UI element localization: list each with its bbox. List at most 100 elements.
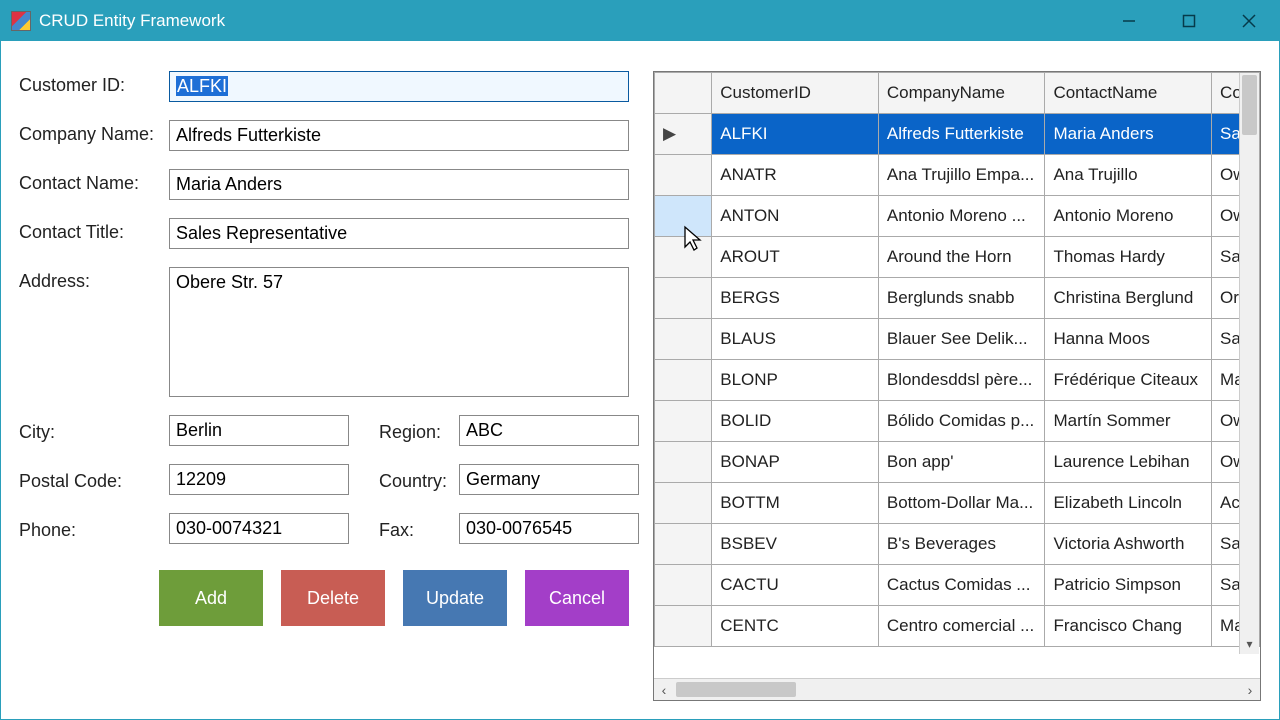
input-address[interactable]: Obere Str. 57: [169, 267, 629, 397]
input-fax[interactable]: [459, 513, 639, 544]
scroll-left-icon[interactable]: ‹: [654, 679, 674, 700]
row-indicator[interactable]: ▶: [655, 114, 712, 155]
row-indicator[interactable]: [655, 155, 712, 196]
cell-comp[interactable]: Berglunds snabb: [878, 278, 1045, 319]
cell-comp[interactable]: Alfreds Futterkiste: [878, 114, 1045, 155]
cell-comp[interactable]: Cactus Comidas ...: [878, 565, 1045, 606]
table-row[interactable]: BLAUSBlauer See Delik...Hanna MoosSa: [655, 319, 1260, 360]
cell-cont[interactable]: Patricio Simpson: [1045, 565, 1212, 606]
cell-cont[interactable]: Victoria Ashworth: [1045, 524, 1212, 565]
cell-comp[interactable]: Bottom-Dollar Ma...: [878, 483, 1045, 524]
row-indicator[interactable]: [655, 401, 712, 442]
delete-button[interactable]: Delete: [281, 570, 385, 626]
row-indicator[interactable]: [655, 237, 712, 278]
table-row[interactable]: BLONPBlondesddsl père...Frédérique Citea…: [655, 360, 1260, 401]
minimize-button[interactable]: [1099, 1, 1159, 41]
cell-comp[interactable]: Bon app': [878, 442, 1045, 483]
table-row[interactable]: BSBEVB's BeveragesVictoria AshworthSa: [655, 524, 1260, 565]
cell-cust[interactable]: BSBEV: [712, 524, 879, 565]
cell-cont[interactable]: Ana Trujillo: [1045, 155, 1212, 196]
app-icon: [11, 11, 31, 31]
cell-comp[interactable]: Bólido Comidas p...: [878, 401, 1045, 442]
titlebar[interactable]: CRUD Entity Framework: [1, 1, 1279, 41]
grid-header-indicator[interactable]: [655, 73, 712, 114]
cell-cust[interactable]: BLAUS: [712, 319, 879, 360]
cell-cust[interactable]: BERGS: [712, 278, 879, 319]
cell-cont[interactable]: Thomas Hardy: [1045, 237, 1212, 278]
table-row[interactable]: AROUTAround the HornThomas HardySa: [655, 237, 1260, 278]
row-indicator[interactable]: [655, 196, 712, 237]
cell-cont[interactable]: Frédérique Citeaux: [1045, 360, 1212, 401]
table-row[interactable]: BOTTMBottom-Dollar Ma...Elizabeth Lincol…: [655, 483, 1260, 524]
table-row[interactable]: ANATRAna Trujillo Empa...Ana TrujilloOw: [655, 155, 1260, 196]
cell-comp[interactable]: Around the Horn: [878, 237, 1045, 278]
cell-cust[interactable]: ANATR: [712, 155, 879, 196]
cell-cont[interactable]: Laurence Lebihan: [1045, 442, 1212, 483]
row-indicator[interactable]: [655, 565, 712, 606]
cell-comp[interactable]: Centro comercial ...: [878, 606, 1045, 647]
scroll-right-icon[interactable]: ›: [1240, 679, 1260, 700]
grid-header-row[interactable]: CustomerID CompanyName ContactName Co: [655, 73, 1260, 114]
table-row[interactable]: ANTONAntonio Moreno ...Antonio MorenoOw: [655, 196, 1260, 237]
label-region: Region:: [379, 418, 459, 443]
cell-cont[interactable]: Maria Anders: [1045, 114, 1212, 155]
row-indicator[interactable]: [655, 360, 712, 401]
grid-header-customer-id[interactable]: CustomerID: [712, 73, 879, 114]
cell-comp[interactable]: Blondesddsl père...: [878, 360, 1045, 401]
table-row[interactable]: BONAPBon app'Laurence LebihanOw: [655, 442, 1260, 483]
row-indicator[interactable]: [655, 483, 712, 524]
cell-cont[interactable]: Antonio Moreno: [1045, 196, 1212, 237]
table-row[interactable]: CENTCCentro comercial ...Francisco Chang…: [655, 606, 1260, 647]
grid-vertical-scrollbar[interactable]: ▴ ▾: [1239, 73, 1259, 654]
cell-cust[interactable]: CACTU: [712, 565, 879, 606]
cell-cust[interactable]: BONAP: [712, 442, 879, 483]
cell-cont[interactable]: Francisco Chang: [1045, 606, 1212, 647]
input-region[interactable]: [459, 415, 639, 446]
cancel-button[interactable]: Cancel: [525, 570, 629, 626]
data-grid[interactable]: CustomerID CompanyName ContactName Co ▶A…: [653, 71, 1261, 701]
input-contact-title[interactable]: [169, 218, 629, 249]
input-city[interactable]: [169, 415, 349, 446]
cell-cust[interactable]: BOTTM: [712, 483, 879, 524]
table-row[interactable]: BERGSBerglunds snabbChristina BerglundOr: [655, 278, 1260, 319]
label-phone: Phone:: [19, 516, 169, 541]
cell-cust[interactable]: CENTC: [712, 606, 879, 647]
grid-header-contact-name[interactable]: ContactName: [1045, 73, 1212, 114]
cell-comp[interactable]: Antonio Moreno ...: [878, 196, 1045, 237]
close-button[interactable]: [1219, 1, 1279, 41]
grid-header-company-name[interactable]: CompanyName: [878, 73, 1045, 114]
grid-horizontal-scrollbar[interactable]: ‹ ›: [654, 678, 1260, 700]
cell-comp[interactable]: Blauer See Delik...: [878, 319, 1045, 360]
input-phone[interactable]: [169, 513, 349, 544]
input-contact-name[interactable]: [169, 169, 629, 200]
maximize-button[interactable]: [1159, 1, 1219, 41]
cell-cust[interactable]: BOLID: [712, 401, 879, 442]
row-indicator[interactable]: [655, 278, 712, 319]
table-row[interactable]: BOLIDBólido Comidas p...Martín SommerOw: [655, 401, 1260, 442]
row-indicator[interactable]: [655, 319, 712, 360]
update-button[interactable]: Update: [403, 570, 507, 626]
table-row[interactable]: ▶ALFKIAlfreds FutterkisteMaria AndersSa: [655, 114, 1260, 155]
add-button[interactable]: Add: [159, 570, 263, 626]
input-postal-code[interactable]: [169, 464, 349, 495]
cell-comp[interactable]: Ana Trujillo Empa...: [878, 155, 1045, 196]
input-company-name[interactable]: [169, 120, 629, 151]
row-indicator[interactable]: [655, 524, 712, 565]
scroll-down-icon[interactable]: ▾: [1240, 634, 1259, 654]
cell-cust[interactable]: ALFKI: [712, 114, 879, 155]
cell-cust[interactable]: AROUT: [712, 237, 879, 278]
cell-cont[interactable]: Martín Sommer: [1045, 401, 1212, 442]
cell-cont[interactable]: Christina Berglund: [1045, 278, 1212, 319]
input-country[interactable]: [459, 464, 639, 495]
cell-cust[interactable]: BLONP: [712, 360, 879, 401]
input-customer-id[interactable]: ALFKI: [169, 71, 629, 102]
table-row[interactable]: CACTUCactus Comidas ...Patricio SimpsonS…: [655, 565, 1260, 606]
row-indicator[interactable]: [655, 442, 712, 483]
scroll-vertical-thumb[interactable]: [1242, 75, 1257, 135]
cell-comp[interactable]: B's Beverages: [878, 524, 1045, 565]
scroll-horizontal-thumb[interactable]: [676, 682, 796, 697]
cell-cont[interactable]: Elizabeth Lincoln: [1045, 483, 1212, 524]
cell-cust[interactable]: ANTON: [712, 196, 879, 237]
cell-cont[interactable]: Hanna Moos: [1045, 319, 1212, 360]
row-indicator[interactable]: [655, 606, 712, 647]
